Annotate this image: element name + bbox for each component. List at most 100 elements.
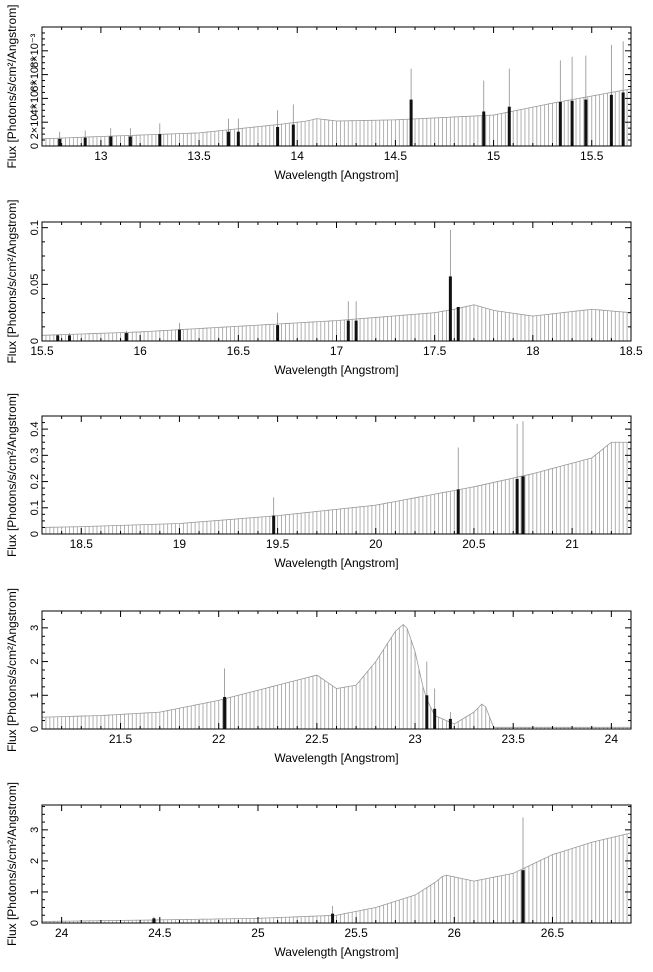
x-tick-label: 26 [448,926,462,940]
continuum-line [42,441,631,528]
y-tick-label: 0.3 [29,448,41,463]
emission-line-bar [609,94,613,146]
emission-line-bar [177,329,181,341]
y-axis: 0 2×10⁻³4×10⁻³6×10⁻³8×10⁻³ [29,26,631,149]
emission-line-bar [409,99,413,146]
emission-line-bar [456,489,460,534]
emission-line-bar [558,101,562,146]
x-tick-label: 18.5 [619,344,643,358]
x-tick-label: 17 [330,344,344,358]
emission-line-bar [227,131,231,146]
x-tick-label: 19.5 [266,537,290,551]
emission-line-bar [276,325,280,341]
x-tick-label: 15.5 [580,149,604,163]
y-tick-label: 3 [29,625,41,631]
emission-line-bar [152,918,156,923]
y-tick-label: 0 [29,726,41,732]
continuum-series [42,832,631,923]
x-tick-label: 15.5 [30,344,54,358]
y-axis-label: Flux [Photons/s/cm²/Angstrom] [5,199,19,363]
y-tick-label: 0 [29,920,41,926]
x-tick-label: 16.5 [227,344,251,358]
emission-line-bar [482,111,486,146]
emission-line-bar [276,126,280,146]
y-tick-label: 3 [29,827,41,833]
emission-line-bar [291,124,295,146]
emission-line-bar [158,134,162,146]
emission-line-bar [515,478,519,534]
emission-line-bar [521,870,525,923]
y-tick-label: 0.1 [29,220,41,235]
emission-line-bar [456,307,460,341]
y-axis-label: Flux [Photons/s/cm²/Angstrom] [5,782,19,946]
y-tick-label: 0.05 [29,274,41,295]
continuum-line [42,832,631,922]
x-tick-label: 26.5 [541,926,565,940]
y-axis: 0 1 2 3 [29,806,631,926]
x-tick-label: 13.5 [187,149,211,163]
emission-line-bar [223,696,227,729]
y-axis-label: Flux [Photons/s/cm²/Angstrom] [5,588,19,752]
spectrum-panel-1: 13 13.5 14 14.5 15 15.5 0 2×10⁻³4×10⁻³6×10⁻³8×1… [5,4,632,182]
continuum-line [42,304,631,336]
x-axis-label: Wavelength [Angstrom] [274,945,398,959]
x-tick-label: 24 [55,926,69,940]
plot-area [42,421,631,534]
x-tick-label: 21 [565,537,579,551]
x-axis-label: Wavelength [Angstrom] [274,168,398,182]
x-tick-label: 18.5 [70,537,94,551]
y-tick-label: 0 [29,143,41,149]
emission-line-bar [272,515,276,534]
emission-line-bar [58,138,62,146]
y-tick-label: 0.2 [29,474,41,489]
plot-frame [41,804,632,924]
continuum-series [42,88,631,146]
x-tick-label: 24.5 [148,926,172,940]
y-axis-label: Flux [Photons/s/cm²/Angstrom] [5,393,19,557]
x-tick-label: 22 [212,732,226,746]
emission-line-bar [521,476,525,534]
emission-line-bar [83,137,87,146]
emission-line-bar [236,131,240,146]
y-tick-label: 6×10⁻³ [29,57,41,92]
x-axis-label: Wavelength [Angstrom] [274,556,398,570]
x-tick-label: 13 [94,149,108,163]
x-tick-label: 25 [251,926,265,940]
x-tick-label: 23 [408,732,422,746]
x-axis-label: Wavelength [Angstrom] [274,751,398,765]
emission-line-bar [109,136,113,146]
x-tick-label: 14.5 [384,149,408,163]
plot-area [42,41,631,146]
y-tick-label: 2×10⁻³ [29,105,41,140]
emission-line-bar [56,335,60,341]
emission-line-bar [433,708,437,729]
y-axis-label: Flux [Photons/s/cm²/Angstrom] [5,4,19,168]
continuum-line [42,88,631,140]
x-tick-label: 21.5 [109,732,133,746]
x-tick-label: 20 [369,537,383,551]
x-axis: 15.5 16 16.5 17 17.5 18 18.5 [30,222,643,358]
emission-line-bar [354,320,358,341]
continuum-series [42,304,631,341]
y-axis: 0 1 2 3 [29,610,631,732]
x-tick-label: 25.5 [344,926,368,940]
emission-line-bar [331,913,335,923]
emission-line-bar [425,695,429,729]
x-axis: 13 13.5 14 14.5 15 15.5 [41,27,632,163]
emission-line-bar [346,320,350,341]
emission-line-bar [67,335,71,341]
y-axis: 0 0.1 0.2 0.3 0.4 [29,415,631,537]
plot-area [42,817,631,923]
y-tick-label: 8×10⁻³ [29,33,41,68]
continuum-series [42,624,631,729]
x-axis: 21.5 22 22.5 23 23.5 24 [41,611,632,746]
emission-line-bar [570,100,574,146]
plot-area [42,229,631,341]
spectrum-panel-5: 24 24.5 25 25.5 26 26.5 0 1 2 3 Wavelength [Angstr… [5,782,632,959]
y-tick-label: 2 [29,659,41,665]
x-tick-label: 23.5 [502,732,526,746]
x-tick-label: 18 [526,344,540,358]
y-tick-label: 0.1 [29,500,41,515]
